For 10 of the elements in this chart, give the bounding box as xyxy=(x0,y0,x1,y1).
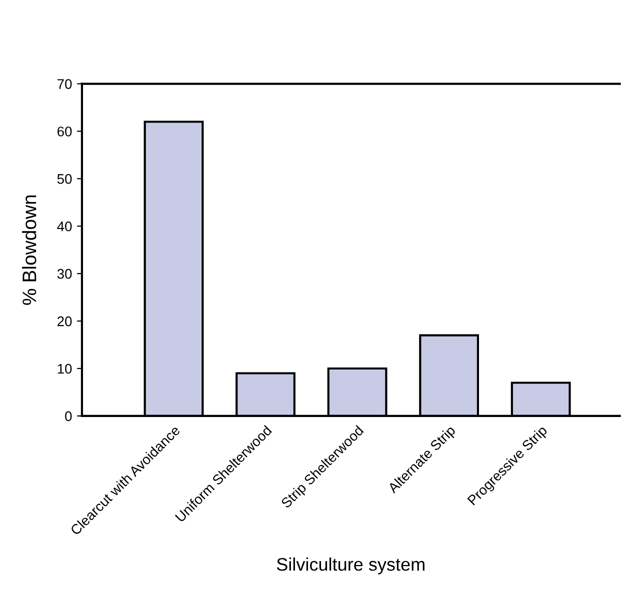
y-tick-label: 50 xyxy=(57,174,72,184)
y-tick-label: 30 xyxy=(57,268,72,279)
y-tick-label: 0 xyxy=(65,411,72,422)
y-tick-label: 20 xyxy=(58,316,72,326)
x-axis-title: Silviculture system xyxy=(276,558,424,574)
y-tick-label: 60 xyxy=(58,126,72,136)
y-tick-label: 70 xyxy=(58,79,72,89)
y-axis-title: % Blowdown xyxy=(22,195,36,305)
y-tick-label: 40 xyxy=(57,221,72,232)
y-tick-label: 10 xyxy=(58,364,72,374)
